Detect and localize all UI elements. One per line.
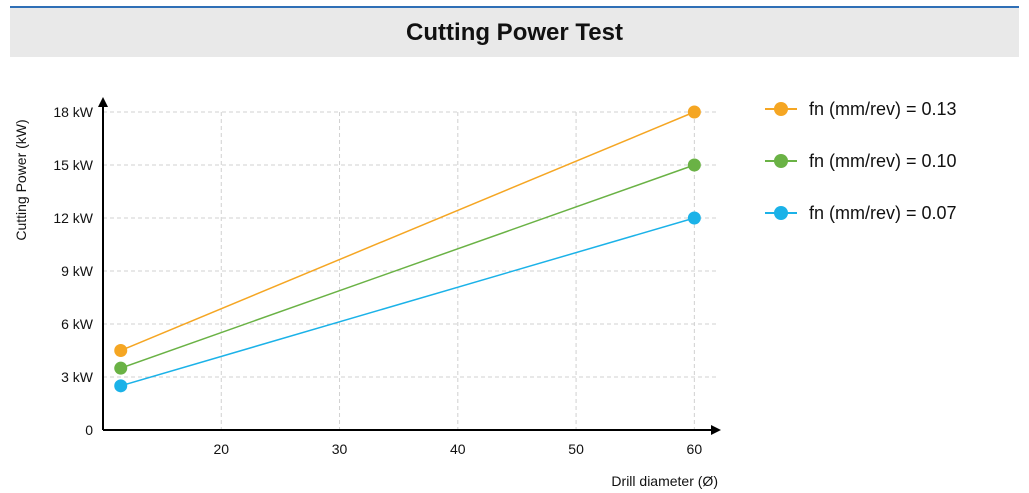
y-tick-label: 12 kW <box>53 210 93 226</box>
y-axis-label: Cutting Power (kW) <box>13 119 29 240</box>
x-tick-label: 40 <box>450 441 466 457</box>
grid <box>103 111 718 430</box>
chart-title: Cutting Power Test <box>406 18 623 46</box>
y-tick-label: 18 kW <box>53 104 93 120</box>
y-tick-label: 6 kW <box>61 316 94 332</box>
x-tick-label: 50 <box>568 441 584 457</box>
legend-label: fn (mm/rev) = 0.13 <box>809 98 957 119</box>
series-line <box>120 164 695 369</box>
series <box>114 105 701 393</box>
data-point[interactable] <box>114 379 128 393</box>
legend-label: fn (mm/rev) = 0.10 <box>809 150 957 171</box>
legend-dot-0 <box>774 102 788 116</box>
data-point[interactable] <box>114 344 128 357</box>
axes <box>98 97 721 435</box>
x-axis-label: Drill diameter (Ø) <box>611 473 718 489</box>
data-point[interactable] <box>114 361 128 375</box>
y-tick-label: 0 <box>85 422 93 438</box>
legend-item[interactable]: fn (mm/rev) = 0.13 <box>765 96 1015 122</box>
series-line <box>120 111 695 352</box>
legend-label: fn (mm/rev) = 0.07 <box>809 202 957 223</box>
legend-dot-1 <box>774 154 788 168</box>
series-line <box>120 217 695 387</box>
title-bar: Cutting Power Test <box>10 8 1019 57</box>
data-point[interactable] <box>687 211 701 225</box>
y-tick-label: 3 kW <box>61 369 94 385</box>
legend: fn (mm/rev) = 0.13 fn (mm/rev) = 0.10 fn… <box>765 96 1015 252</box>
x-tick-label: 60 <box>687 441 703 457</box>
legend-dot-2 <box>774 206 788 220</box>
data-point[interactable] <box>687 105 701 119</box>
x-tick-label: 30 <box>332 441 348 457</box>
y-tick-label: 15 kW <box>53 157 93 173</box>
legend-marker-icon <box>765 154 797 168</box>
tick-labels: 0 3 kW 6 kW 9 kW 12 kW 15 kW 18 kW 20 30 40 50 60 <box>53 104 702 457</box>
legend-item[interactable]: fn (mm/rev) = 0.10 <box>765 148 1015 174</box>
x-tick-label: 20 <box>213 441 229 457</box>
legend-item[interactable]: fn (mm/rev) = 0.07 <box>765 200 1015 226</box>
legend-marker-icon <box>765 206 797 220</box>
legend-marker-icon <box>765 102 797 116</box>
data-point[interactable] <box>687 158 701 172</box>
header-rule <box>10 6 1019 8</box>
y-tick-label: 9 kW <box>61 263 94 279</box>
